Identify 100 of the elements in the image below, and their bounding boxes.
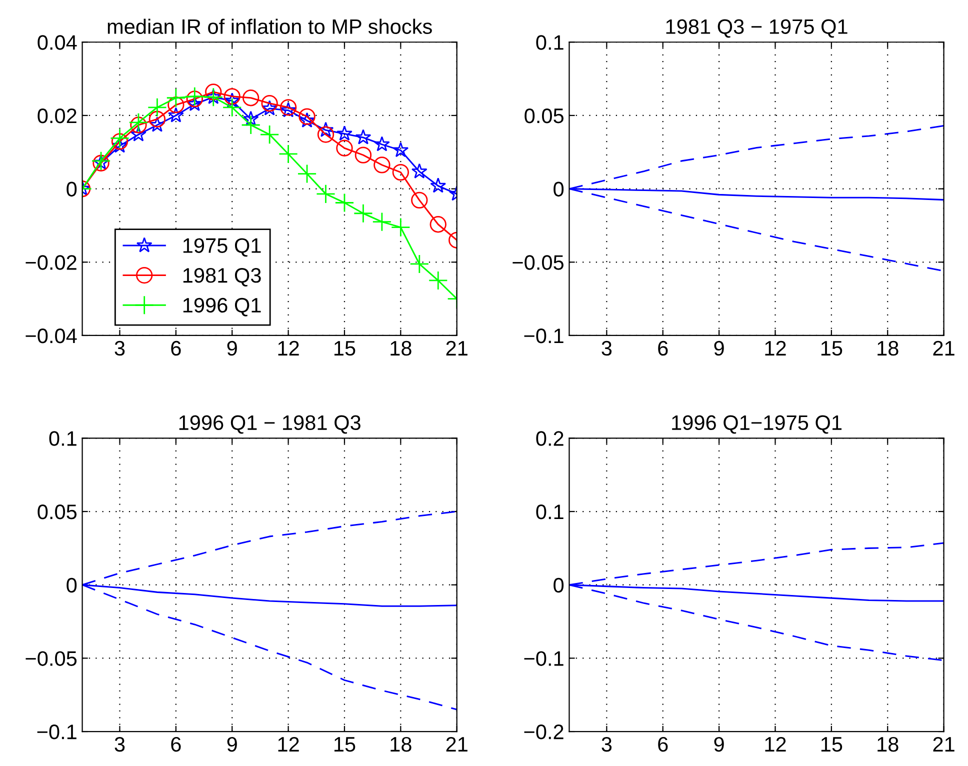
y-tick-label: 0.05 (524, 108, 564, 124)
y-tick-label: −0.1 (37, 724, 76, 740)
x-tick-label: 3 (602, 340, 612, 356)
chart-title: median IR of inflation to MP shocks (108, 18, 432, 34)
point (392, 142, 409, 158)
point (148, 110, 166, 128)
y-tick-label: −0.02 (26, 255, 76, 270)
point (318, 122, 334, 138)
legend-label: 1975 Q1 (183, 238, 261, 257)
point (262, 100, 278, 116)
point (280, 102, 296, 118)
point (260, 124, 280, 144)
point (280, 99, 297, 116)
legend-label: 1981 Q3 (183, 268, 261, 287)
point (242, 90, 260, 106)
point (410, 254, 430, 274)
x-tick-label: 21 (446, 340, 468, 356)
point (242, 110, 259, 126)
point (353, 204, 373, 224)
point (166, 88, 186, 108)
y-tick-label: 0.04 (38, 35, 77, 50)
point (130, 116, 147, 134)
x-tick-label: 18 (878, 736, 898, 752)
point (298, 108, 316, 125)
point (354, 146, 372, 164)
point (336, 140, 353, 156)
point (334, 193, 354, 212)
point (411, 163, 428, 178)
point (392, 164, 409, 181)
y-tick-label: 0.2 (536, 431, 564, 446)
point (428, 270, 448, 290)
point (128, 112, 148, 132)
point (147, 98, 167, 118)
y-tick-label: 0 (66, 578, 77, 593)
point (130, 126, 146, 142)
y-tick-label: −0.05 (26, 651, 77, 666)
x-tick-label: 15 (821, 737, 842, 752)
point (411, 192, 428, 209)
x-tick-label: 12 (278, 736, 299, 752)
point (168, 107, 184, 122)
x-tick-label: 6 (171, 736, 181, 752)
x-tick-label: 3 (114, 340, 125, 356)
x-tick-label: 12 (765, 736, 786, 752)
point (374, 156, 390, 174)
point (278, 144, 298, 164)
y-tick-label: −0.1 (524, 328, 564, 344)
x-tick-label: 15 (821, 341, 842, 356)
x-tick-label: 6 (171, 340, 181, 356)
x-tick-label: 18 (390, 340, 412, 356)
point (372, 212, 392, 232)
x-tick-label: 9 (227, 736, 237, 752)
y-tick-label: −0.04 (26, 328, 77, 344)
y-tick-label: 0.02 (38, 108, 76, 124)
point (186, 90, 203, 108)
point (149, 116, 166, 132)
x-tick-label: 9 (227, 340, 237, 356)
chart-title: 1996 Q1−1975 Q1 (672, 415, 842, 434)
point (110, 128, 130, 148)
x-tick-label: 15 (334, 737, 356, 752)
point (430, 216, 446, 233)
x-tick-label: 6 (658, 736, 668, 752)
point (316, 184, 336, 204)
point (317, 126, 334, 143)
x-tick-label: 12 (278, 340, 299, 356)
x-tick-label: 18 (390, 736, 412, 752)
point (224, 88, 240, 105)
chart-title: 1981 Q3 − 1975 Q1 (666, 19, 848, 38)
y-tick-label: −0.05 (512, 255, 564, 270)
point (297, 164, 317, 184)
y-tick-label: −0.1 (524, 651, 564, 666)
y-tick-label: 0 (554, 578, 564, 593)
point (224, 92, 240, 108)
x-tick-label: 9 (714, 736, 724, 752)
legend-label: 1996 Q1 (183, 298, 261, 316)
y-tick-label: 0.1 (536, 504, 564, 520)
y-tick-label: 0 (554, 182, 564, 197)
point (168, 96, 184, 114)
point (374, 136, 390, 152)
y-tick-label: 0.1 (536, 35, 564, 50)
point (430, 178, 446, 193)
x-tick-label: 6 (658, 340, 668, 356)
point (390, 218, 410, 238)
point (222, 98, 242, 118)
point (241, 115, 261, 135)
y-tick-label: 0.05 (38, 504, 77, 520)
x-tick-label: 3 (114, 736, 125, 752)
point (186, 96, 203, 111)
point (205, 84, 222, 100)
x-tick-label: 18 (878, 340, 898, 356)
point (111, 133, 128, 150)
point (184, 86, 204, 106)
point (336, 125, 352, 141)
x-tick-label: 9 (714, 340, 724, 356)
x-tick-label: 21 (933, 736, 954, 752)
x-tick-label: 12 (765, 340, 786, 356)
point (261, 95, 278, 112)
chart-title: 1996 Q1 − 1981 Q3 (179, 415, 360, 434)
y-tick-label: 0.1 (49, 431, 76, 446)
point (355, 129, 372, 144)
y-tick-label: 0 (66, 182, 77, 197)
